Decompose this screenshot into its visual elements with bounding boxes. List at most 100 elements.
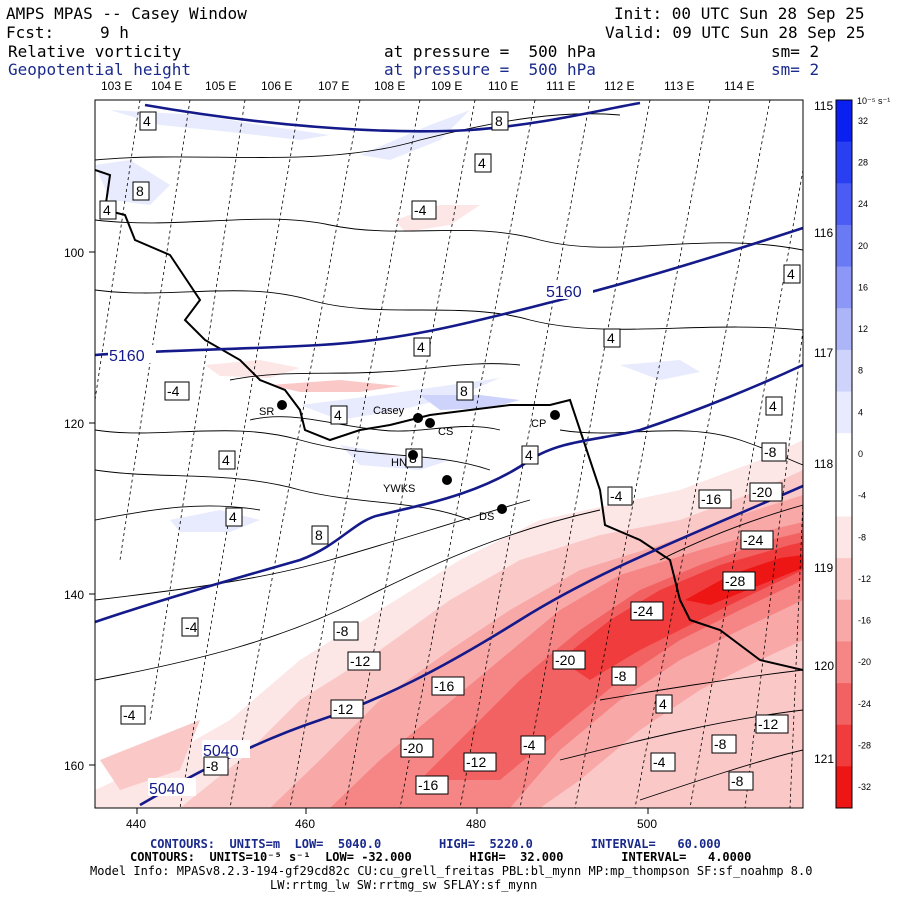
station-ywks: YWKS bbox=[383, 475, 452, 495]
svg-text:114 E: 114 E bbox=[724, 79, 754, 93]
vort-label: -28 bbox=[722, 571, 756, 591]
colorbar-label: -28 bbox=[858, 741, 871, 751]
svg-text:-24: -24 bbox=[633, 603, 653, 619]
vort-label: -4 bbox=[411, 200, 437, 220]
svg-text:-12: -12 bbox=[758, 716, 778, 732]
footer-height-contours: CONTOURS: UNITS=m LOW= 5040.0 HIGH= 5220… bbox=[150, 837, 721, 851]
svg-text:140: 140 bbox=[64, 588, 84, 602]
vort-label: 4 bbox=[655, 694, 673, 714]
svg-text:-8: -8 bbox=[206, 758, 219, 774]
svg-text:103 E: 103 E bbox=[101, 79, 132, 93]
height-labels: 5160 5160 5040 5040 bbox=[108, 281, 593, 798]
colorbar-swatch bbox=[836, 724, 852, 767]
svg-text:-12: -12 bbox=[350, 653, 370, 669]
colorbar-label: 20 bbox=[858, 241, 868, 251]
vort-label: 8 bbox=[456, 381, 474, 401]
colorbar-label: 24 bbox=[858, 199, 868, 209]
svg-text:4: 4 bbox=[143, 113, 151, 129]
vort-label: -12 bbox=[755, 714, 789, 734]
colorbar-swatch bbox=[836, 433, 852, 476]
svg-text:107 E: 107 E bbox=[318, 79, 349, 93]
svg-text:-24: -24 bbox=[743, 532, 763, 548]
vort-label: -8 bbox=[728, 771, 754, 791]
svg-text:460: 460 bbox=[295, 817, 315, 831]
vort-label: -4 bbox=[520, 735, 546, 755]
svg-text:160: 160 bbox=[64, 759, 84, 773]
colorbar-units: 10⁻⁵ s⁻¹ bbox=[857, 96, 890, 106]
vort-label: 4 bbox=[765, 396, 783, 416]
svg-text:-20: -20 bbox=[555, 652, 575, 668]
vort-label: -12 bbox=[347, 651, 381, 671]
svg-text:120: 120 bbox=[64, 417, 84, 431]
svg-text:111 E: 111 E bbox=[546, 79, 576, 93]
svg-text:Casey: Casey bbox=[373, 405, 405, 417]
svg-text:104 E: 104 E bbox=[151, 79, 182, 93]
height-label-5160-east: 5160 bbox=[546, 284, 582, 301]
vort-label: -20 bbox=[400, 738, 434, 758]
vort-label: -4 bbox=[164, 381, 190, 401]
colorbar-label: -4 bbox=[858, 491, 866, 501]
vort-label: -20 bbox=[552, 650, 586, 670]
x-axis-labels: 440 460 480 500 bbox=[126, 817, 657, 831]
vort-label: -24 bbox=[630, 601, 664, 621]
svg-text:100: 100 bbox=[64, 246, 84, 260]
station-ds: DS bbox=[479, 504, 507, 523]
svg-text:-4: -4 bbox=[167, 383, 180, 399]
svg-text:-8: -8 bbox=[764, 444, 777, 460]
svg-text:8: 8 bbox=[315, 527, 323, 543]
svg-text:4: 4 bbox=[103, 202, 111, 218]
svg-text:8: 8 bbox=[495, 113, 503, 129]
vort-label: -4 bbox=[120, 705, 146, 725]
svg-text:4: 4 bbox=[334, 407, 342, 423]
colorbar-label: -20 bbox=[858, 657, 871, 667]
footer-vorticity-contours: CONTOURS: UNITS=10⁻⁵ s⁻¹ LOW= -32.000 HI… bbox=[130, 850, 752, 864]
plot-frame bbox=[94, 99, 804, 809]
svg-text:4: 4 bbox=[787, 266, 795, 282]
svg-text:-4: -4 bbox=[414, 202, 427, 218]
svg-text:4: 4 bbox=[607, 330, 615, 346]
field2-level: at pressure = 500 hPa bbox=[384, 60, 596, 79]
vort-label: -8 bbox=[761, 442, 787, 462]
svg-text:CS: CS bbox=[438, 426, 453, 438]
field2-smoothing: sm= 2 bbox=[771, 60, 820, 79]
graticule bbox=[95, 100, 803, 808]
valid-time: Valid: 09 UTC Sun 28 Sep 25 bbox=[605, 23, 866, 42]
svg-text:440: 440 bbox=[126, 817, 146, 831]
colorbar-label: -32 bbox=[858, 782, 871, 792]
svg-text:106 E: 106 E bbox=[261, 79, 292, 93]
colorbar-swatch bbox=[836, 308, 852, 351]
vort-label: -16 bbox=[415, 775, 449, 795]
positive-vorticity-shading bbox=[95, 110, 700, 532]
colorbar-swatch bbox=[836, 766, 852, 809]
colorbar-label: -24 bbox=[858, 699, 871, 709]
svg-text:-4: -4 bbox=[123, 707, 136, 723]
svg-text:-20: -20 bbox=[752, 484, 772, 500]
vort-label: -4 bbox=[607, 486, 633, 506]
station-hn: HN bbox=[391, 450, 418, 469]
colorbar-label: -16 bbox=[858, 616, 871, 626]
svg-text:-12: -12 bbox=[333, 701, 353, 717]
svg-text:-16: -16 bbox=[418, 777, 438, 793]
svg-text:105 E: 105 E bbox=[205, 79, 236, 93]
svg-text:-4: -4 bbox=[653, 754, 666, 770]
vort-label: 4 bbox=[99, 200, 117, 220]
vort-label: 8 bbox=[311, 525, 329, 545]
svg-text:-8: -8 bbox=[336, 623, 349, 639]
svg-text:CP: CP bbox=[531, 418, 546, 430]
svg-text:500: 500 bbox=[637, 817, 657, 831]
svg-text:-16: -16 bbox=[434, 678, 454, 694]
field1-smoothing: sm= 2 bbox=[771, 42, 820, 61]
colorbar-label: 4 bbox=[858, 407, 863, 417]
colorbar-swatch bbox=[836, 224, 852, 268]
svg-text:SR: SR bbox=[259, 406, 274, 418]
colorbar-swatch bbox=[836, 683, 852, 726]
svg-text:4: 4 bbox=[478, 155, 486, 171]
colorbar-label: -8 bbox=[858, 532, 866, 542]
svg-text:480: 480 bbox=[466, 817, 486, 831]
vort-label: 4 bbox=[218, 450, 236, 470]
colorbar-swatch bbox=[836, 266, 852, 309]
vorticity-contours bbox=[95, 113, 803, 801]
colorbar-swatch bbox=[836, 100, 852, 143]
svg-text:109 E: 109 E bbox=[431, 79, 462, 93]
station-sr: SR bbox=[259, 400, 287, 418]
